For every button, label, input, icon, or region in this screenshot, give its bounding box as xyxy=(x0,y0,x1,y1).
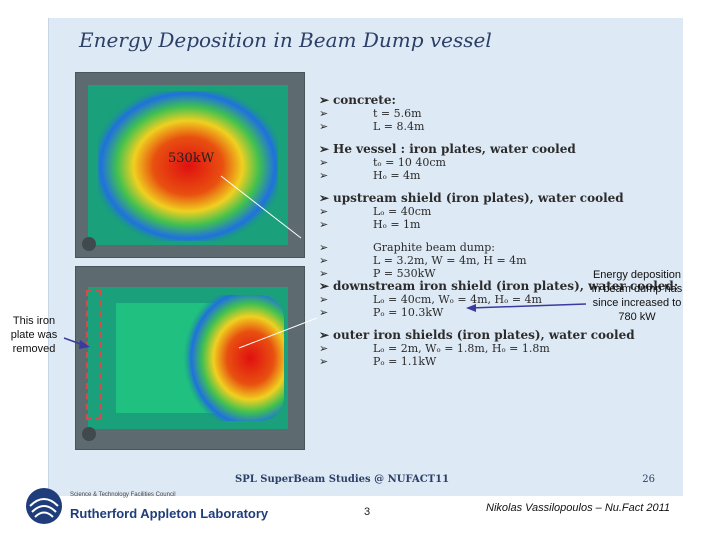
bullet-text: upstream shield (iron plates), water coo… xyxy=(333,191,624,205)
callout-line: since increased to xyxy=(592,297,682,309)
callout-energy: Energy deposition in beam dump has since… xyxy=(582,268,692,324)
bullet-item: ➢ t = 5.6m xyxy=(319,107,679,120)
bullet-text: Lₒ = 2m, Wₒ = 1.8m, Hₒ = 1.8m xyxy=(373,342,550,355)
bullet-item: ➢ Hₒ = 4m xyxy=(319,169,679,182)
bullet-text: Lₒ = 40cm xyxy=(373,205,432,218)
bullet-arrow-icon: ➢ xyxy=(319,241,329,254)
bullet-item: ➢ Pₒ = 1.1kW xyxy=(319,355,679,368)
bullet-item: ➢ P = 530kW xyxy=(319,267,679,280)
bullet-arrow-icon: ➢ xyxy=(319,328,330,342)
author-credit: Nikolas Vassilopoulos – Nu.Fact 2011 xyxy=(486,502,671,514)
bullet-text: P = 530kW xyxy=(373,267,436,280)
logo-line-2: Rutherford Appleton Laboratory xyxy=(70,506,269,521)
bullet-arrow-icon: ➢ xyxy=(319,120,329,133)
bullet-arrow-icon: ➢ xyxy=(319,342,329,355)
bullet-arrow-icon: ➢ xyxy=(319,279,330,293)
callout-line: Energy deposition xyxy=(592,269,682,281)
bullet-arrow-icon: ➢ xyxy=(319,142,330,156)
bullet-text: He vessel : iron plates, water cooled xyxy=(333,142,576,156)
bullet-item: ➢ L = 3.2m, W = 4m, H = 4m xyxy=(319,254,679,267)
bullet-text: Lₒ = 40cm, Wₒ = 4m, Hₒ = 4m xyxy=(373,293,542,306)
bullet-item: ➢ upstream shield (iron plates), water co… xyxy=(319,192,679,205)
bullet-text: Graphite beam dump: xyxy=(373,241,496,254)
bullet-item: ➢ Graphite beam dump: xyxy=(319,241,679,254)
bullet-text: L = 8.4m xyxy=(373,120,425,133)
heatmap-longitudinal xyxy=(172,295,284,421)
slide-bullets: ➢ concrete: ➢ t = 5.6m ➢ L = 8.4m ➢ He vessel :… xyxy=(319,94,679,369)
logo-line-1: Science & Technology Facilities Council xyxy=(70,492,176,498)
bullet-arrow-icon: ➢ xyxy=(319,218,329,231)
bullet-item: ➢ Lₒ = 40cm xyxy=(319,205,679,218)
heatmap-cross-section xyxy=(98,91,278,241)
callout-line: plate was xyxy=(10,329,58,341)
sim-cross-section: 530kW xyxy=(75,72,305,258)
removed-plate-marker xyxy=(86,290,102,420)
slide-image: Energy Deposition in Beam Dump vessel 53… xyxy=(48,18,683,496)
bullet-arrow-icon: ➢ xyxy=(319,306,329,319)
bullet-text: tₒ = 10 40cm xyxy=(373,156,446,169)
bullet-item: ➢ tₒ = 10 40cm xyxy=(319,156,679,169)
bullet-text: concrete: xyxy=(333,93,396,107)
bullet-arrow-icon: ➢ xyxy=(319,293,329,306)
callout-line: removed xyxy=(12,343,56,355)
bullet-arrow-icon: ➢ xyxy=(319,169,329,182)
bullet-item: ➢ Lₒ = 2m, Wₒ = 1.8m, Hₒ = 1.8m xyxy=(319,342,679,355)
corner-marker xyxy=(82,237,96,251)
bullet-item: ➢ Pₒ = 10.3kW xyxy=(319,306,679,319)
ral-logo: Science & Technology Facilities Council … xyxy=(24,484,268,528)
callout-line: This iron xyxy=(12,315,56,327)
bullet-item: ➢ L = 8.4m xyxy=(319,120,679,133)
bullet-text: Hₒ = 4m xyxy=(373,169,421,182)
bullet-arrow-icon: ➢ xyxy=(319,156,329,169)
leader-lines xyxy=(220,175,318,349)
bullet-arrow-icon: ➢ xyxy=(319,191,330,205)
bullet-text: Pₒ = 10.3kW xyxy=(373,306,444,319)
slide-page-number: 26 xyxy=(642,474,655,485)
corner-marker xyxy=(82,427,96,441)
callout-line: 780 kW xyxy=(618,311,656,323)
bullet-text: L = 3.2m, W = 4m, H = 4m xyxy=(373,254,527,267)
stfc-emblem-icon xyxy=(26,488,62,524)
slide-title: Energy Deposition in Beam Dump vessel xyxy=(79,28,492,52)
bullet-arrow-icon: ➢ xyxy=(319,93,330,107)
bullet-text: downstream iron shield (iron plates), wa… xyxy=(333,279,679,293)
bullet-text: outer iron shields (iron plates), water … xyxy=(333,328,635,342)
bullet-arrow-icon: ➢ xyxy=(319,254,329,267)
bullet-item: ➢ downstream iron shield (iron plates), w… xyxy=(319,280,679,293)
bullet-arrow-icon: ➢ xyxy=(319,107,329,120)
bullet-arrow-icon: ➢ xyxy=(319,205,329,218)
bullet-arrow-icon: ➢ xyxy=(319,355,329,368)
bullet-item: ➢ Lₒ = 40cm, Wₒ = 4m, Hₒ = 4m xyxy=(319,293,679,306)
callout-plate: This iron plate was removed xyxy=(2,314,66,356)
bullet-item: ➢ Hₒ = 1m xyxy=(319,218,679,231)
sim-longitudinal xyxy=(75,266,305,450)
bullet-item: ➢ outer iron shields (iron plates), water… xyxy=(319,329,679,342)
page-number: 3 xyxy=(364,506,371,518)
bullet-text: Hₒ = 1m xyxy=(373,218,421,231)
heat-label: 530kW xyxy=(168,151,215,166)
callout-line: in beam dump has xyxy=(591,283,683,295)
bullet-text: Pₒ = 1.1kW xyxy=(373,355,437,368)
bullet-arrow-icon: ➢ xyxy=(319,267,329,280)
slide-footer: SPL SuperBeam Studies @ NUFACT11 xyxy=(235,474,450,485)
bullet-item: ➢ He vessel : iron plates, water cooled xyxy=(319,143,679,156)
bullet-item: ➢ concrete: xyxy=(319,94,679,107)
bullet-text: t = 5.6m xyxy=(373,107,422,120)
